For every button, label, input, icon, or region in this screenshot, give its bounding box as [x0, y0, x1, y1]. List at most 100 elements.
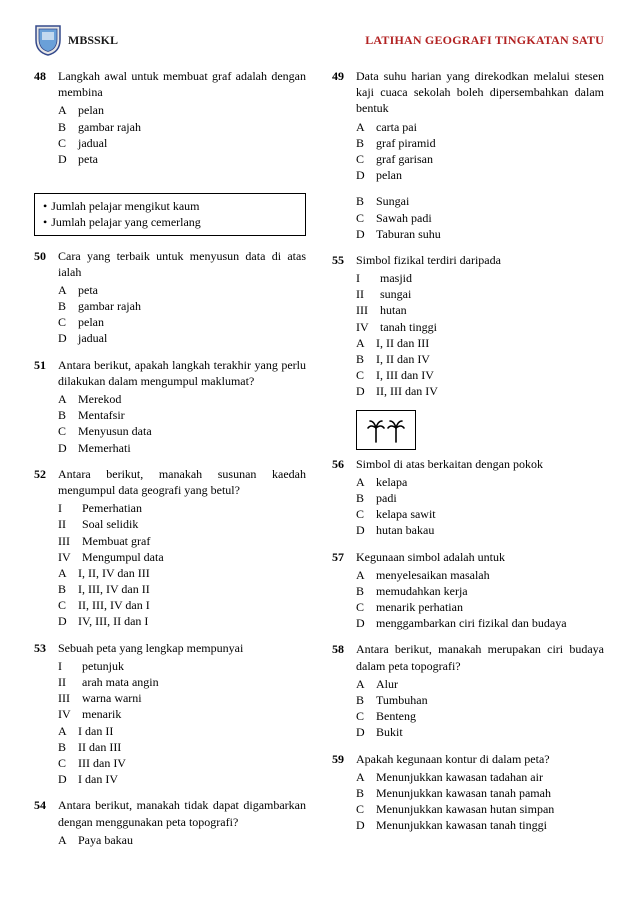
- roman-iii: IIIwarna warni: [58, 690, 306, 706]
- roman-iv: IVmenarik: [58, 706, 306, 722]
- choice-b: BMentafsir: [58, 407, 306, 423]
- roman-iii: IIIhutan: [356, 302, 604, 318]
- question-stem: Kegunaan simbol adalah untuk: [356, 549, 604, 565]
- choice-b: BTumbuhan: [356, 692, 604, 708]
- question-stem: Antara berikut, manakah tidak dapat diga…: [58, 797, 306, 829]
- choice-d: DBukit: [356, 724, 604, 740]
- choice-c: Cjadual: [58, 135, 306, 151]
- choice-c: CBenteng: [356, 708, 604, 724]
- info-box: •Jumlah pelajar mengikut kaum •Jumlah pe…: [34, 193, 306, 235]
- question-number: 58: [332, 641, 356, 740]
- choice-b: Bgambar rajah: [58, 298, 306, 314]
- roman-i: Imasjid: [356, 270, 604, 286]
- choice-d: DI dan IV: [58, 771, 306, 787]
- question-59: 59 Apakah kegunaan kontur di dalam peta?…: [332, 751, 604, 834]
- choice-d: Dmenggambarkan ciri fizikal dan budaya: [356, 615, 604, 631]
- question-number: 59: [332, 751, 356, 834]
- choice-b: BII dan III: [58, 739, 306, 755]
- choice-b: Bpadi: [356, 490, 604, 506]
- roman-ii: IIsungai: [356, 286, 604, 302]
- content-columns: 48 Langkah awal untuk membuat graf adala…: [34, 68, 604, 858]
- choice-b: BI, II dan IV: [356, 351, 604, 367]
- choice-a: AI dan II: [58, 723, 306, 739]
- choice-c: Cmenarik perhatian: [356, 599, 604, 615]
- question-number: 57: [332, 549, 356, 632]
- roman-iv: IVMengumpul data: [58, 549, 306, 565]
- roman-ii: IISoal selidik: [58, 516, 306, 532]
- choice-b: Bgambar rajah: [58, 119, 306, 135]
- choice-b: BMenunjukkan kawasan tanah pamah: [356, 785, 604, 801]
- question-stem: Data suhu harian yang direkodkan melalui…: [356, 68, 604, 117]
- choice-c: Cgraf garisan: [356, 151, 604, 167]
- question-stem: Simbol fizikal terdiri daripada: [356, 252, 604, 268]
- choice-a: AMenunjukkan kawasan tadahan air: [356, 769, 604, 785]
- question-56: 56 Simbol di atas berkaitan dengan pokok…: [332, 456, 604, 539]
- roman-iii: IIIMembuat graf: [58, 533, 306, 549]
- choice-c: CII, III, IV dan I: [58, 597, 306, 613]
- question-stem: Cara yang terbaik untuk menyusun data di…: [58, 248, 306, 280]
- question-57: 57 Kegunaan simbol adalah untuk Amenyele…: [332, 549, 604, 632]
- question-number: 56: [332, 456, 356, 539]
- choice-c: CI, III dan IV: [356, 367, 604, 383]
- question-stem: Simbol di atas berkaitan dengan pokok: [356, 456, 604, 472]
- page-header: MBSSKL LATIHAN GEOGRAFI TINGKATAN SATU: [34, 24, 604, 56]
- question-48: 48 Langkah awal untuk membuat graf adala…: [34, 68, 306, 167]
- choice-b: BI, III, IV dan II: [58, 581, 306, 597]
- worksheet-title: LATIHAN GEOGRAFI TINGKATAN SATU: [365, 32, 604, 48]
- choice-a: AI, II, IV dan III: [58, 565, 306, 581]
- choice-c: Cpelan: [58, 314, 306, 330]
- question-51: 51 Antara berikut, apakah langkah terakh…: [34, 357, 306, 456]
- school-code: MBSSKL: [68, 32, 118, 48]
- left-column: 48 Langkah awal untuk membuat graf adala…: [34, 68, 306, 858]
- question-number: 48: [34, 68, 58, 167]
- choice-a: Amenyelesaikan masalah: [356, 567, 604, 583]
- choice-a: Apelan: [58, 102, 306, 118]
- choice-c: CSawah padi: [356, 210, 604, 226]
- right-column: 49 Data suhu harian yang direkodkan mela…: [332, 68, 604, 858]
- question-number: 49: [332, 68, 356, 242]
- choice-a: Acarta pai: [356, 119, 604, 135]
- choice-a: AI, II dan III: [356, 335, 604, 351]
- question-stem: Antara berikut, apakah langkah terakhir …: [58, 357, 306, 389]
- question-stem: Antara berikut, manakah merupakan ciri b…: [356, 641, 604, 673]
- question-number: 51: [34, 357, 58, 456]
- header-left: MBSSKL: [34, 24, 118, 56]
- choice-c: CMenunjukkan kawasan hutan simpan: [356, 801, 604, 817]
- choice-d: DMenunjukkan kawasan tanah tinggi: [356, 817, 604, 833]
- choice-c: CIII dan IV: [58, 755, 306, 771]
- palm-symbol-icon: [364, 416, 408, 444]
- choice-d: DMemerhati: [58, 440, 306, 456]
- question-54: 54 Antara berikut, manakah tidak dapat d…: [34, 797, 306, 848]
- choice-d: Dpeta: [58, 151, 306, 167]
- question-number: 54: [34, 797, 58, 848]
- choice-d: DII, III dan IV: [356, 383, 604, 399]
- choice-a: Akelapa: [356, 474, 604, 490]
- info-line-1: •Jumlah pelajar mengikut kaum: [43, 198, 297, 214]
- choice-d: DIV, III, II dan I: [58, 613, 306, 629]
- question-number: 55: [332, 252, 356, 400]
- choice-a: AAlur: [356, 676, 604, 692]
- question-50: 50 Cara yang terbaik untuk menyusun data…: [34, 248, 306, 347]
- question-number: 53: [34, 640, 58, 788]
- choice-b: Bgraf piramid: [356, 135, 604, 151]
- question-stem: Antara berikut, manakah susunan kaedah m…: [58, 466, 306, 498]
- roman-i: Ipetunjuk: [58, 658, 306, 674]
- choice-c: CMenyusun data: [58, 423, 306, 439]
- school-crest-icon: [34, 24, 62, 56]
- choice-a: Apeta: [58, 282, 306, 298]
- roman-i: IPemerhatian: [58, 500, 306, 516]
- question-49: 49 Data suhu harian yang direkodkan mela…: [332, 68, 604, 242]
- question-number: 52: [34, 466, 58, 630]
- choice-b: BSungai: [356, 193, 604, 209]
- choice-b: Bmemudahkan kerja: [356, 583, 604, 599]
- choice-a: APaya bakau: [58, 832, 306, 848]
- choice-c: Ckelapa sawit: [356, 506, 604, 522]
- choice-d: DTaburan suhu: [356, 226, 604, 242]
- question-stem: Langkah awal untuk membuat graf adalah d…: [58, 68, 306, 100]
- question-52: 52 Antara berikut, manakah susunan kaeda…: [34, 466, 306, 630]
- question-55: 55 Simbol fizikal terdiri daripada Imasj…: [332, 252, 604, 400]
- symbol-figure: [356, 410, 416, 450]
- question-stem: Sebuah peta yang lengkap mempunyai: [58, 640, 306, 656]
- roman-ii: IIarah mata angin: [58, 674, 306, 690]
- choice-d: Dpelan: [356, 167, 604, 183]
